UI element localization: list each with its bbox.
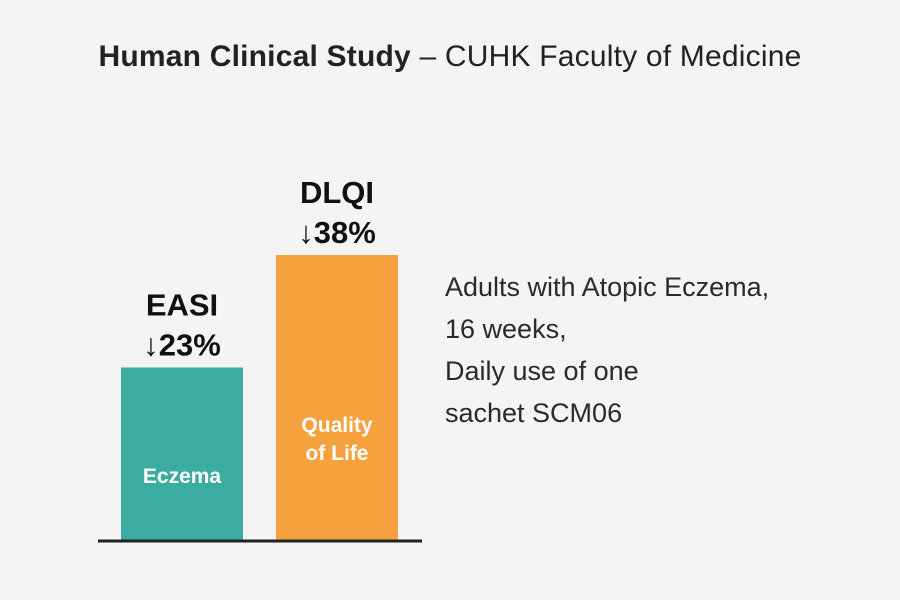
- bar-inner-label-dlqi-1: Quality: [301, 414, 373, 437]
- study-description: Adults with Atopic Eczema, 16 weeks, Dai…: [445, 266, 875, 434]
- chart-title-bold: Human Clinical Study: [98, 40, 411, 73]
- category-label-dlqi: DLQI: [300, 175, 374, 210]
- value-label-dlqi: ↓38%: [298, 215, 376, 250]
- category-label-easi: EASI: [146, 288, 218, 323]
- description-line-2: 16 weeks,: [445, 314, 567, 344]
- bar-inner-label-dlqi-2: of Life: [306, 442, 369, 465]
- bar-inner-label-easi-1: Eczema: [143, 465, 222, 488]
- bar-dlqi: [276, 255, 398, 540]
- chart-title-dash: –: [410, 40, 445, 73]
- value-label-easi: ↓23%: [143, 328, 221, 363]
- chart-title-rest: CUHK Faculty of Medicine: [444, 40, 802, 73]
- description-line-4: sachet SCM06: [445, 398, 623, 428]
- bar-easi: [121, 367, 243, 540]
- description-line-3: Daily use of one: [445, 356, 639, 386]
- chart-title: Human Clinical Study – CUHK Faculty of M…: [0, 40, 900, 74]
- description-line-1: Adults with Atopic Eczema,: [445, 272, 770, 302]
